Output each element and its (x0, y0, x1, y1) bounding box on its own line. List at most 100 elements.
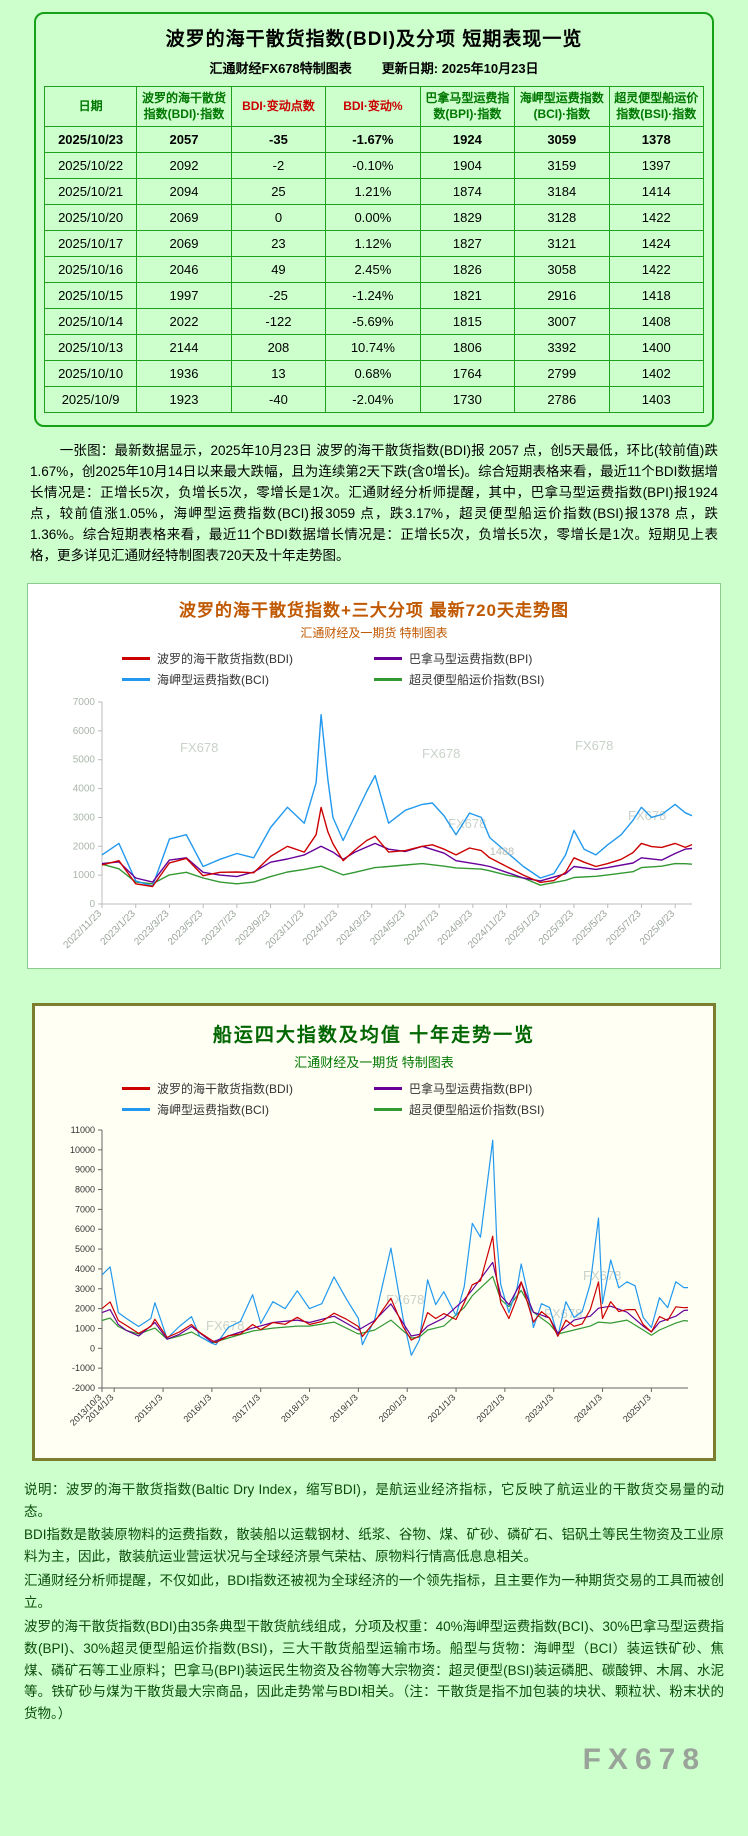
table-cell: 2025/10/20 (43, 204, 138, 232)
chart-10yr-panel: 船运四大指数及均值 十年走势一览 汇通财经及一期货 特制图表 波罗的海干散货指数… (32, 1002, 716, 1461)
table-row: 2025/10/17 2069 23 1.12% 1827 3121 1424 (43, 230, 705, 258)
table-cell: 2025/10/15 (43, 282, 138, 310)
svg-text:2022/11/23: 2022/11/23 (61, 908, 104, 951)
legend-item: 超灵便型船运价指数(BSI) (374, 671, 626, 688)
svg-text:-1000: -1000 (72, 1363, 95, 1373)
table-cell: 3058 (514, 256, 610, 284)
svg-text:7000: 7000 (75, 1204, 95, 1214)
table-cell: 2025/10/14 (43, 308, 138, 336)
table-row: 2025/10/13 2144 208 10.74% 1806 3392 1400 (43, 334, 705, 362)
table-cell: -122 (230, 308, 327, 336)
table-cell: 1400 (608, 334, 705, 362)
table-cell: 1806 (419, 334, 516, 362)
column-header: 超灵便型船运价指数(BSI)·指数 (608, 85, 705, 128)
table-cell: 2069 (136, 204, 232, 232)
table-row: 2025/10/9 1923 -40 -2.04% 1730 2786 1403 (43, 386, 705, 414)
table-cell: 13 (230, 360, 327, 388)
table-row: 2025/10/16 2046 49 2.45% 1826 3058 1422 (43, 256, 705, 284)
legend-label: 巴拿马型运费指数(BPI) (409, 651, 533, 666)
series-line (101, 1235, 689, 1343)
svg-text:1000: 1000 (73, 870, 96, 881)
svg-text:2023/3/23: 2023/3/23 (132, 908, 172, 948)
legend-label: 超灵便型船运价指数(BSI) (409, 672, 545, 687)
table-cell: 2916 (514, 282, 610, 310)
svg-text:2017/1/3: 2017/1/3 (230, 1392, 262, 1424)
chart-720-legend: 波罗的海干散货指数(BDI) 巴拿马型运费指数(BPI) 海岬型运费指数(BCI) 超… (28, 650, 720, 688)
table-cell: 2025/10/13 (43, 334, 138, 362)
table-cell: 2046 (136, 256, 232, 284)
column-header: BDI·变动% (325, 85, 421, 128)
svg-text:2025/1/3: 2025/1/3 (621, 1392, 653, 1424)
svg-text:2024/1/23: 2024/1/23 (301, 908, 341, 948)
chart-watermark: FX678 (180, 740, 218, 755)
svg-text:2015/1/3: 2015/1/3 (133, 1392, 165, 1424)
table-cell: 2025/10/17 (43, 230, 138, 258)
svg-text:2025/9/23: 2025/9/23 (638, 908, 678, 948)
table-cell: 2057 (136, 126, 232, 154)
table-body: 2025/10/23 2057 -35 -1.67% 1924 3059 1378 2025/… (43, 126, 705, 414)
table-row: 2025/10/14 2022 -122 -5.69% 1815 3007 1408 (43, 308, 705, 336)
svg-text:5000: 5000 (75, 1244, 95, 1254)
table-cell: 3059 (514, 126, 610, 154)
bdi-table-panel: 波罗的海干散货指数(BDI)及分项 短期表现一览 汇通财经FX678特制图表 更新… (34, 12, 714, 428)
table-cell: 3128 (514, 204, 610, 232)
fx678-watermark: FX678 (582, 1743, 706, 1777)
svg-text:0: 0 (89, 899, 95, 910)
svg-text:2024/3/23: 2024/3/23 (335, 908, 375, 948)
table-cell: 1403 (608, 386, 705, 414)
table-cell: 1422 (608, 256, 705, 284)
chart-watermark: FX678 (206, 1318, 244, 1333)
svg-text:5000: 5000 (73, 754, 96, 765)
table-cell: 2799 (514, 360, 610, 388)
table-cell: 3392 (514, 334, 610, 362)
table-cell: 1764 (419, 360, 516, 388)
table-cell: 1422 (608, 204, 705, 232)
table-cell: -1.24% (325, 282, 421, 310)
table-cell: 2069 (136, 230, 232, 258)
footer-paragraph: BDI指数是散装原物料的运费指数，散装船以运载钢材、纸浆、谷物、煤、矿砂、磷矿石… (24, 1527, 724, 1565)
svg-text:6000: 6000 (73, 726, 96, 737)
chart-source-label: 汇通财经FX678特制图表 (209, 61, 352, 76)
table-cell: 1829 (419, 204, 516, 232)
svg-text:2016/1/3: 2016/1/3 (181, 1392, 213, 1424)
svg-text:2000: 2000 (73, 841, 96, 852)
column-header: 巴拿马型运费指数(BPI)·指数 (419, 85, 516, 128)
legend-item: 海岬型运费指数(BCI) (122, 1101, 374, 1118)
column-header: 波罗的海干散货指数(BDI)·指数 (136, 85, 232, 128)
series-line (101, 713, 693, 887)
table-cell: 23 (230, 230, 327, 258)
table-cell: 0 (230, 204, 327, 232)
chart-watermark: FX678 (386, 1292, 424, 1307)
table-subtitle: 汇通财经FX678特制图表 更新日期: 2025年10月23日 (44, 58, 704, 77)
series-line (101, 842, 693, 883)
table-cell: 2025/10/9 (43, 386, 138, 414)
legend-label: 巴拿马型运费指数(BPI) (409, 1081, 533, 1096)
svg-text:2025/3/23: 2025/3/23 (537, 908, 577, 948)
svg-text:4000: 4000 (73, 783, 96, 794)
legend-line-swatch (122, 1107, 150, 1111)
table-cell: 0.00% (325, 204, 421, 232)
svg-text:0: 0 (90, 1343, 95, 1353)
table-cell: 2025/10/16 (43, 256, 138, 284)
svg-text:3000: 3000 (73, 812, 96, 823)
table-header-row: 日期 波罗的海干散货指数(BDI)·指数 BDI·变动点数 BDI·变动% 巴拿马型运费… (43, 85, 705, 128)
table-cell: 1924 (419, 126, 516, 154)
svg-text:1000: 1000 (75, 1323, 95, 1333)
svg-text:8000: 8000 (75, 1184, 95, 1194)
table-cell: 2025/10/21 (43, 178, 138, 206)
table-cell: 2786 (514, 386, 610, 414)
table-cell: 1.21% (325, 178, 421, 206)
svg-text:7000: 7000 (73, 697, 96, 708)
table-cell: -2.04% (325, 386, 421, 414)
table-cell: 1.12% (325, 230, 421, 258)
chart-watermark: FX678 (575, 738, 613, 753)
table-cell: 1730 (419, 386, 516, 414)
table-cell: 1923 (136, 386, 232, 414)
svg-text:4000: 4000 (75, 1264, 95, 1274)
svg-text:2023/1/3: 2023/1/3 (523, 1392, 555, 1424)
legend-line-swatch (122, 677, 150, 681)
table-cell: 3121 (514, 230, 610, 258)
table-cell: 1414 (608, 178, 705, 206)
update-date: 更新日期: 2025年10月23日 (381, 61, 539, 76)
svg-text:2025/5/23: 2025/5/23 (571, 908, 611, 948)
